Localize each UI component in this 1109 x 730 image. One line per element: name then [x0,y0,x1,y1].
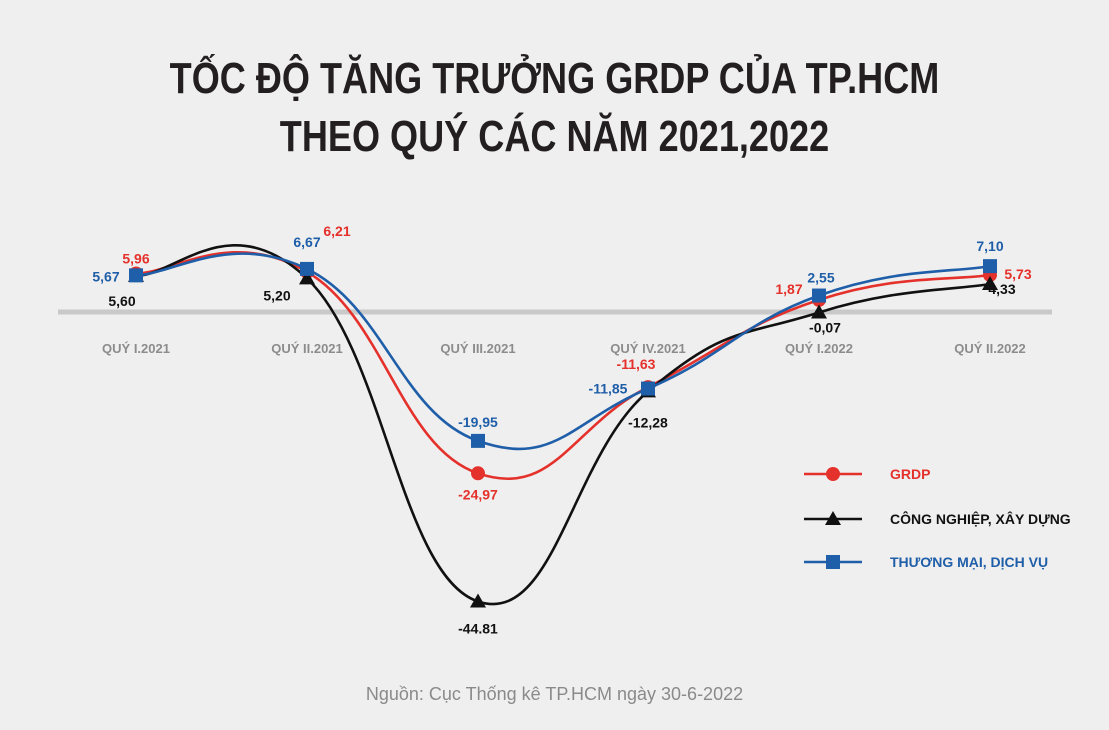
series-3-point [641,381,655,396]
x-tick-label: QUÝ II.2022 [954,341,1026,356]
data-label: -24,97 [458,486,498,502]
legend-label-1: GRDP [890,466,930,482]
data-label: 6,21 [323,223,350,239]
data-label: 7,10 [976,238,1003,254]
series-2-point [811,304,827,319]
data-label: 4,33 [988,281,1015,297]
series-3-point [812,288,826,303]
legend-label-3: THƯƠNG MẠI, DỊCH VỤ [890,554,1048,570]
legend-marker-2 [825,511,841,525]
x-tick-label: QUÝ II.2021 [271,341,343,356]
legend-marker-1 [826,467,840,481]
series-3-point [129,268,143,283]
chart-title-line-2: THEO QUÝ CÁC NĂM 2021,2022 [279,112,830,161]
series-line-3 [135,252,991,451]
source-note: Nguồn: Cục Thống kê TP.HCM ngày 30-6-202… [365,684,744,704]
data-label: 5,60 [108,293,135,309]
data-label: 5,96 [122,250,149,266]
data-label: -12,28 [628,414,668,430]
x-tick-label: QUÝ IV.2021 [610,341,685,356]
series-3-point [983,259,997,274]
data-label: 6,67 [293,234,320,250]
data-label: 1,87 [775,281,802,297]
series-2-point [299,270,315,285]
data-label: 5,20 [263,287,290,303]
chart-title-line-1: TỐC ĐỘ TĂNG TRƯỞNG GRDP CỦA TP.HCM [169,54,940,103]
data-label: -44.81 [458,620,498,636]
series-1-point [471,466,485,481]
data-label: -19,95 [458,414,498,430]
data-label: -0,07 [809,319,841,335]
legend-label-2: CÔNG NGHIỆP, XÂY DỰNG [890,510,1071,527]
x-tick-label: QUÝ I.2021 [102,341,170,356]
x-tick-label: QUÝ III.2021 [440,341,515,356]
legend-marker-3 [826,555,840,569]
data-label: 2,55 [807,270,834,286]
series-2-point [470,593,486,608]
data-label: 5,67 [92,268,119,284]
series-3-point [300,261,314,276]
x-tick-label: QUÝ I.2022 [785,341,853,356]
data-label: -11,85 [589,381,628,397]
data-label: -11,63 [617,356,656,372]
series-3-point [471,433,485,448]
series-line-1 [135,250,991,480]
series-2-point [982,276,998,291]
data-label: 5,73 [1004,266,1031,282]
